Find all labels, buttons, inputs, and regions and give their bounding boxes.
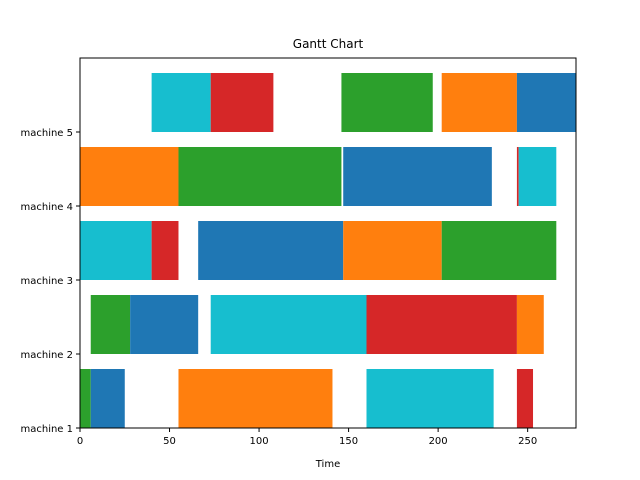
task-bar-machine-3-13 bbox=[343, 221, 442, 280]
task-bar-machine-2-5 bbox=[90, 295, 131, 354]
task-bar-machine-5-21 bbox=[210, 73, 274, 132]
plot-frame bbox=[79, 57, 577, 429]
y-tick-label: machine 1 bbox=[20, 424, 73, 435]
x-tick-label: 200 bbox=[429, 436, 448, 447]
task-bar-machine-2-7 bbox=[210, 295, 367, 354]
task-bar-machine-3-14 bbox=[441, 221, 557, 280]
task-bar-machine-4-18 bbox=[516, 147, 519, 206]
y-tick-label: machine 4 bbox=[20, 202, 73, 213]
task-bar-machine-5-20 bbox=[151, 73, 211, 132]
y-tick-label: machine 3 bbox=[20, 276, 73, 287]
task-bars bbox=[80, 73, 576, 428]
task-bar-machine-4-15 bbox=[80, 147, 179, 206]
x-tick-label: 150 bbox=[339, 436, 358, 447]
x-axis-ticks: 0 50 100 150 200 250 bbox=[77, 428, 537, 447]
task-bar-machine-3-12 bbox=[198, 221, 344, 280]
y-tick-label: machine 2 bbox=[20, 350, 73, 361]
task-bar-machine-1-2 bbox=[178, 369, 333, 428]
x-tick-label: 50 bbox=[163, 436, 176, 447]
task-bar-machine-1-3 bbox=[366, 369, 494, 428]
x-tick-label: 0 bbox=[77, 436, 83, 447]
task-bar-machine-1-4 bbox=[516, 369, 534, 428]
task-bar-machine-1-1 bbox=[90, 369, 125, 428]
x-axis-label: Time bbox=[315, 459, 340, 470]
x-tick-label: 100 bbox=[250, 436, 269, 447]
y-tick-label: machine 5 bbox=[20, 128, 73, 139]
task-bar-machine-4-19 bbox=[518, 147, 557, 206]
task-bar-machine-2-6 bbox=[130, 295, 199, 354]
task-bar-machine-2-9 bbox=[516, 295, 544, 354]
x-tick-label: 250 bbox=[518, 436, 537, 447]
task-bar-machine-5-24 bbox=[516, 73, 576, 132]
task-bar-machine-4-16 bbox=[178, 147, 342, 206]
task-bar-machine-1-0 bbox=[80, 369, 91, 428]
task-bar-machine-2-8 bbox=[366, 295, 517, 354]
task-bar-machine-4-17 bbox=[343, 147, 492, 206]
task-bar-machine-3-11 bbox=[151, 221, 179, 280]
chart-title: Gantt Chart bbox=[293, 37, 364, 51]
y-axis-ticks: machine 1 machine 2 machine 3 machine 4 mach… bbox=[20, 128, 80, 435]
task-bar-machine-5-22 bbox=[341, 73, 433, 132]
task-bar-machine-5-23 bbox=[441, 73, 517, 132]
task-bar-machine-3-10 bbox=[80, 221, 152, 280]
